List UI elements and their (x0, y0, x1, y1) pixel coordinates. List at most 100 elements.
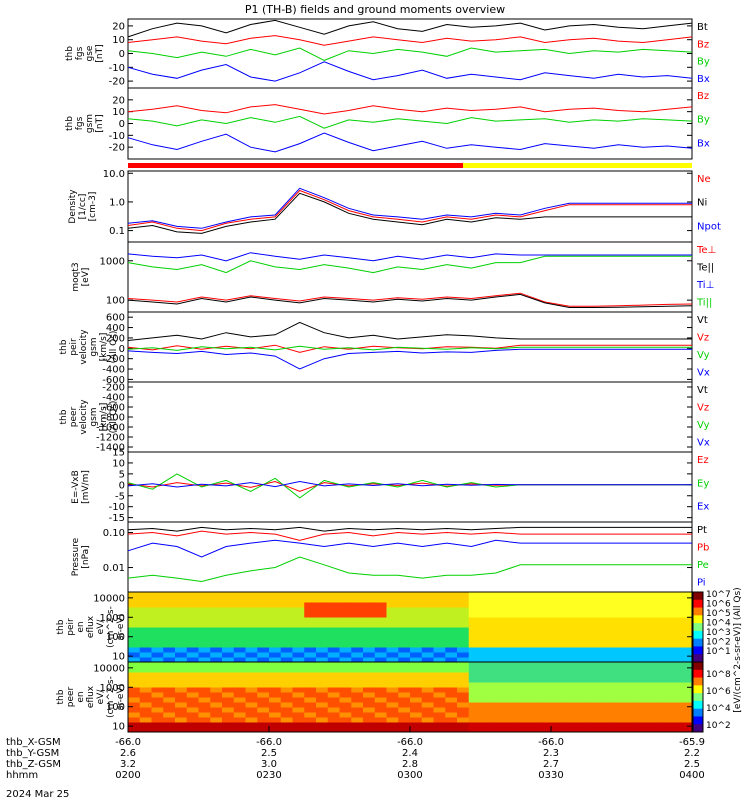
heatmap-cell (410, 697, 423, 703)
heatmap-cell (292, 652, 305, 658)
heatmap-cell (492, 722, 505, 728)
heatmap-cell (386, 592, 399, 598)
heatmap-cell (304, 607, 317, 613)
heatmap-cell (656, 592, 669, 598)
heatmap-cell (656, 642, 669, 648)
heatmap-cell (269, 677, 282, 683)
heatmap-cell (468, 627, 481, 633)
heatmap-cell (574, 632, 587, 638)
heatmap-cell (421, 632, 434, 638)
heatmap-cell (656, 662, 669, 668)
heatmap-cell (269, 622, 282, 628)
heatmap-cell (468, 672, 481, 678)
heatmap-cell (609, 602, 622, 608)
y-tick-label: 10 (112, 35, 125, 46)
heatmap-cell (374, 697, 387, 703)
heatmap-cell (363, 672, 376, 678)
heatmap-cell (421, 592, 434, 598)
heatmap-cell (210, 637, 223, 643)
heatmap-cell (421, 657, 434, 663)
heatmap-cell (151, 667, 164, 673)
heatmap-cell (233, 652, 246, 658)
heatmap-cell (210, 607, 223, 613)
heatmap-cell (186, 642, 199, 648)
heatmap-cell (480, 692, 493, 698)
heatmap-cell (351, 592, 364, 598)
heatmap-cell (433, 722, 446, 728)
heatmap-cell (562, 652, 575, 658)
heatmap-cell (621, 602, 634, 608)
heatmap-cell (233, 692, 246, 698)
heatmap-cell (374, 672, 387, 678)
heatmap-cell (398, 602, 411, 608)
heatmap-cell (351, 702, 364, 708)
y-axis-label: en (76, 621, 86, 632)
colorbar-swatch (693, 623, 703, 632)
heatmap-cell (680, 652, 693, 658)
series-line-3 (127, 61, 693, 82)
heatmap-cell (633, 642, 646, 648)
heatmap-cell (386, 627, 399, 633)
heatmap-cell (410, 682, 423, 688)
heatmap-cell (257, 612, 270, 618)
colorbar-tick-label: 10^7 (706, 590, 731, 600)
heatmap-cell (222, 642, 235, 648)
heatmap-cell (445, 687, 458, 693)
y-axis-label: [nPa] (81, 545, 91, 568)
heatmap-cell (339, 632, 352, 638)
heatmap-cell (198, 662, 211, 668)
heatmap-cell (433, 592, 446, 598)
heatmap-cell (421, 637, 434, 643)
heatmap-cell (656, 637, 669, 643)
heatmap-cell (292, 727, 305, 733)
heatmap-cell (680, 607, 693, 613)
heatmap-cell (233, 722, 246, 728)
heatmap-cell (515, 667, 528, 673)
heatmap-cell (280, 642, 293, 648)
series-line-1 (127, 192, 692, 234)
heatmap-cell (351, 697, 364, 703)
heatmap-cell (151, 607, 164, 613)
heatmap-cell (410, 597, 423, 603)
heatmap-cell (645, 612, 658, 618)
heatmap-cell (621, 612, 634, 618)
y-axis-label: peer (66, 686, 76, 707)
heatmap-cell (280, 652, 293, 658)
heatmap-cell (527, 662, 540, 668)
heatmap-cell (680, 707, 693, 713)
heatmap-cell (680, 642, 693, 648)
heatmap-cell (151, 677, 164, 683)
heatmap-cell (515, 672, 528, 678)
y-tick-label: 0 (119, 480, 125, 491)
heatmap-cell (457, 597, 470, 603)
heatmap-cell (151, 727, 164, 733)
x-row-value: 3.2 (120, 759, 136, 770)
heatmap-cell (233, 672, 246, 678)
heatmap-cell (480, 647, 493, 653)
heatmap-cell (363, 687, 376, 693)
heatmap-cell (374, 612, 387, 618)
heatmap-cell (433, 617, 446, 623)
heatmap-cell (515, 687, 528, 693)
colorbar-frame (692, 661, 704, 733)
heatmap-cell (539, 712, 552, 718)
heatmap-cell (374, 592, 387, 598)
heatmap-cell (527, 712, 540, 718)
heatmap-cell (139, 692, 152, 698)
heatmap-cell (609, 677, 622, 683)
y-axis-label: eflux (86, 685, 96, 708)
heatmap-cell (198, 677, 211, 683)
heatmap-cell (433, 662, 446, 668)
legend-entry: Te⊥ (696, 245, 716, 256)
legend-entry: Vx (697, 368, 710, 379)
heatmap-cell (327, 677, 340, 683)
heatmap-cell (374, 607, 387, 613)
heatmap-cell (304, 592, 317, 598)
heatmap-cell (504, 702, 517, 708)
x-row-value: 2.8 (402, 759, 418, 770)
heatmap-cell (527, 707, 540, 713)
heatmap-cell (645, 592, 658, 598)
heatmap-cell (139, 642, 152, 648)
heatmap-cell (468, 692, 481, 698)
